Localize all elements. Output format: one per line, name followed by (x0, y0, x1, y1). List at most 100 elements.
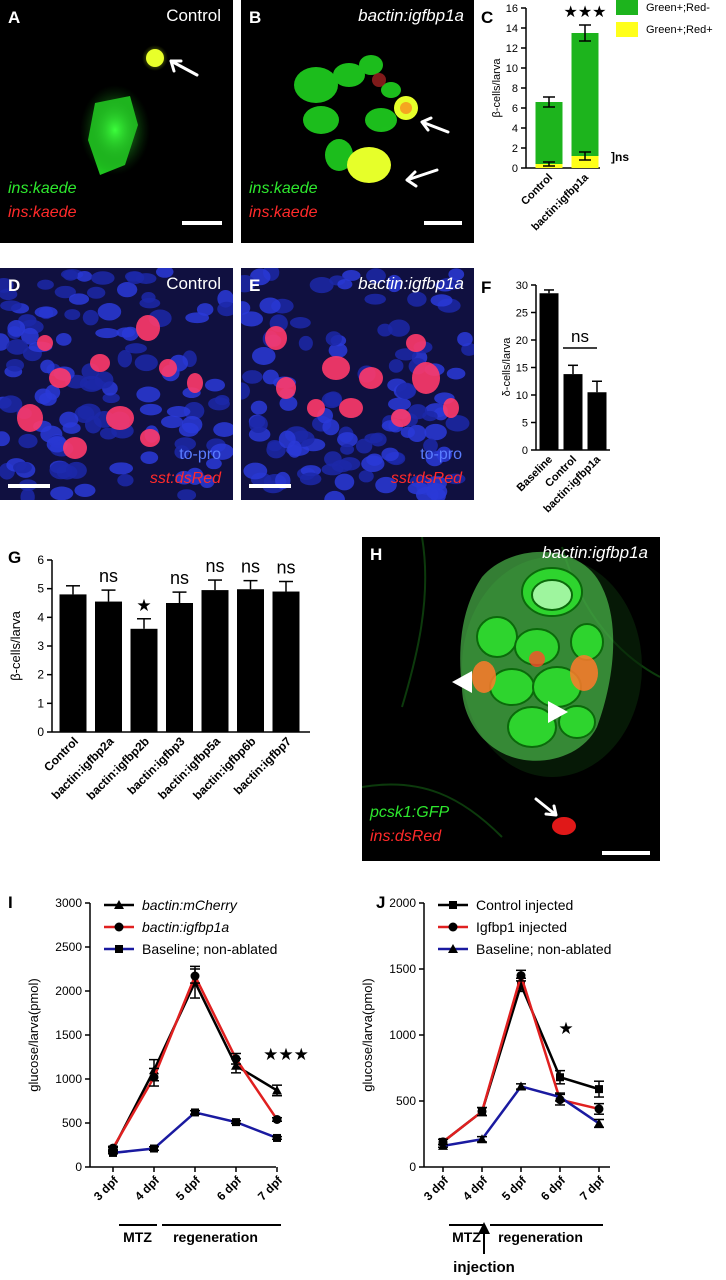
series-line (442, 1085, 600, 1148)
panel-title-e: bactin:igfbp1a (358, 274, 464, 293)
marker-circle (272, 1114, 282, 1124)
nucleus (309, 276, 334, 294)
bar (272, 591, 300, 732)
nucleus (174, 437, 197, 451)
panel-label-b: B (249, 8, 262, 27)
y-tick-label: 1 (37, 696, 44, 710)
nucleus (457, 331, 473, 347)
chart-c: 0246810121416β-cells/larvaControlbactin:… (491, 0, 713, 233)
legend-swatch-yellow (616, 22, 638, 37)
x-tick-label: 6 dpf (538, 1173, 569, 1204)
nucleus (74, 483, 96, 497)
legend-swatch-green (616, 0, 638, 15)
legend-label: Green+;Red+ (646, 24, 713, 36)
ns-label: ]ns (611, 150, 629, 164)
panel-label-e: E (249, 276, 261, 295)
bar (59, 594, 87, 732)
nucleus (49, 461, 73, 480)
x-tick-label: 7 dpf (255, 1173, 286, 1204)
nucleus (213, 422, 233, 437)
nucleus (298, 335, 313, 351)
injection-label: injection (453, 1259, 515, 1276)
significance-label: ns (276, 558, 295, 578)
x-tick-label: bactin:igfbp5a (155, 734, 223, 802)
micrograph-e-image (241, 268, 474, 500)
injection-arrowhead (478, 1222, 490, 1234)
dsred-cell (406, 334, 426, 352)
legend-label: Baseline; non-ablated (142, 941, 277, 957)
marker-circle (190, 971, 200, 981)
y-tick-label: 8 (512, 83, 518, 95)
nucleus (135, 273, 157, 284)
nucleus (328, 342, 348, 358)
nucleus (141, 291, 156, 303)
series-line (111, 979, 278, 1150)
panel-title-b: bactin:igfbp1a (358, 6, 464, 25)
legend-label: Green+;Red- (646, 2, 710, 14)
nucleus (199, 474, 215, 488)
nucleus (366, 268, 386, 284)
dsred-cell (63, 437, 87, 459)
nucleus (400, 426, 415, 438)
nucleus (289, 317, 311, 329)
micrograph-d-image (0, 268, 233, 500)
micrograph-b: B bactin:igfbp1a ins:kaede ins:kaede (241, 0, 474, 243)
nucleus (161, 415, 184, 429)
panel-title-h: bactin:igfbp1a (542, 543, 648, 562)
panel-label-g: G (8, 548, 22, 567)
y-tick-label: 0 (522, 445, 528, 457)
nucleus (438, 277, 462, 291)
nucleus (102, 392, 120, 404)
chart-i: 0 500 1000 1500 2000 2500 3000 glucose/larva(pm… (26, 896, 309, 1245)
nucleus (250, 400, 268, 415)
marker-triangle (231, 1060, 241, 1070)
nucleus (242, 370, 263, 384)
legend-marker (448, 922, 458, 932)
nucleus (59, 411, 79, 428)
nucleus (0, 431, 10, 447)
mtz-label: MTZ (452, 1229, 481, 1245)
bar-green (535, 102, 563, 164)
scale-bar (8, 484, 50, 488)
nucleus (117, 349, 133, 368)
stain-label-red: ins:kaede (249, 204, 318, 221)
panel-label-f: F (481, 278, 492, 297)
nucleus (54, 285, 76, 299)
nucleus (7, 320, 26, 337)
y-tick-label: 2 (512, 143, 518, 155)
dsred-cell (136, 315, 160, 341)
nucleus (337, 432, 358, 448)
nucleus (386, 274, 403, 293)
nucleus (407, 291, 427, 307)
y-tick-label: 1000 (389, 1028, 416, 1042)
nucleus (183, 402, 205, 420)
arrowhead-icon (548, 701, 568, 723)
y-axis-title: glucose/larva(pmol) (360, 978, 375, 1091)
bar (95, 601, 122, 732)
nucleus (325, 331, 342, 346)
marker-circle (149, 1072, 159, 1082)
significance-stars: ★ (558, 1019, 573, 1038)
nucleus (364, 293, 386, 305)
nucleus (117, 474, 134, 487)
y-tick-label: 6 (512, 103, 518, 115)
stain-label-green: ins:kaede (8, 180, 77, 197)
panel-label-i: I (8, 893, 13, 912)
x-tick-label: 6 dpf (214, 1173, 245, 1204)
nucleus (427, 475, 447, 491)
y-tick-label: 0 (409, 1160, 416, 1174)
nucleus (377, 323, 393, 337)
bar (563, 374, 583, 450)
nucleus (217, 301, 233, 317)
y-tick-label: 30 (516, 280, 528, 292)
nucleus (50, 486, 74, 500)
nucleus (381, 447, 399, 462)
y-tick-label: 20 (516, 335, 528, 347)
nucleus (38, 392, 57, 406)
nucleus (448, 268, 465, 281)
x-tick-label: bactin:igfbp6b (190, 734, 258, 802)
legend-marker (115, 945, 123, 953)
nucleus (55, 332, 72, 346)
y-tick-label: 2000 (389, 896, 416, 910)
nucleus (279, 395, 298, 411)
